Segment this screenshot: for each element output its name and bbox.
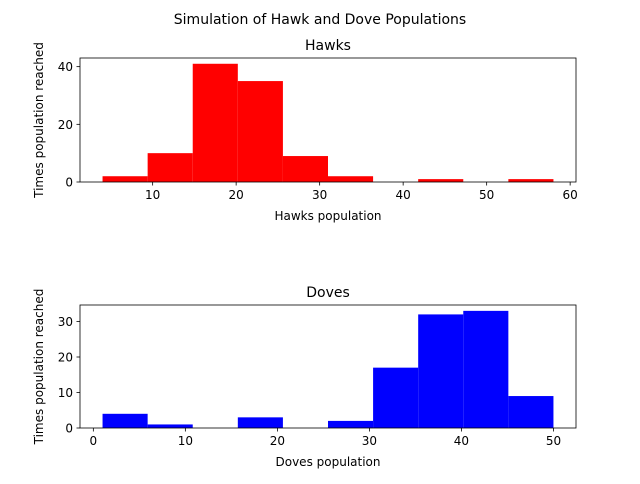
hawks-ytick-label-20: 20: [58, 118, 73, 132]
figure-suptitle: Simulation of Hawk and Dove Populations: [174, 12, 466, 28]
doves-bar-8: [418, 314, 464, 428]
hawks-xtick-label-30: 30: [312, 188, 327, 202]
doves-xtick-label-10: 10: [178, 434, 193, 448]
doves-bar-4: [237, 417, 283, 428]
doves-bar-6: [328, 420, 374, 428]
doves-ytick-label-20: 20: [58, 351, 73, 365]
hawks-bar-5: [282, 156, 328, 182]
doves-ylabel: Times population reached: [32, 289, 46, 446]
doves-panel: 0 10 20 30 40 50 0 10 20 30 Doves Doves population T…: [32, 285, 577, 469]
hawks-xtick-label-60: 60: [563, 188, 578, 202]
doves-title: Doves: [306, 285, 350, 301]
hawks-bar-6: [328, 176, 374, 182]
hawks-xtick-label-40: 40: [396, 188, 411, 202]
doves-axes-frame: [79, 304, 577, 429]
hawks-bar-8: [418, 179, 464, 182]
hawks-ytick-label-40: 40: [58, 60, 73, 74]
doves-xlabel: Doves population: [276, 455, 381, 469]
hawks-bar-4: [237, 81, 283, 182]
hawks-xlabel: Hawks population: [274, 209, 381, 223]
doves-bar-2: [147, 424, 193, 428]
doves-xtick-label-30: 30: [362, 434, 377, 448]
doves-xtick-label-20: 20: [270, 434, 285, 448]
doves-xtick-label-0: 0: [90, 434, 98, 448]
hawks-xtick-label-20: 20: [229, 188, 244, 202]
hawks-ylabel: Times population reached: [32, 42, 46, 199]
doves-bar-10: [508, 396, 554, 428]
hawks-bar-1: [102, 176, 148, 182]
doves-ytick-label-10: 10: [58, 386, 73, 400]
hawks-bar-2: [147, 153, 193, 182]
doves-bar-7: [373, 367, 419, 428]
hawks-bar-3: [192, 63, 238, 182]
hawks-title: Hawks: [305, 38, 351, 54]
hawks-panel: 10 20 30 40 50 60 0 20 40 Hawks Hawks population Ti…: [32, 38, 578, 223]
hawks-xtick-label-10: 10: [145, 188, 160, 202]
hawks-xtick-label-50: 50: [479, 188, 494, 202]
doves-ytick-label-0: 0: [65, 422, 73, 436]
doves-ytick-label-30: 30: [58, 315, 73, 329]
hawks-axes-frame: [79, 57, 577, 183]
hawks-ytick-label-0: 0: [65, 176, 73, 190]
doves-bar-1: [102, 413, 148, 428]
hawks-bar-10: [508, 179, 554, 182]
doves-bar-9: [463, 310, 509, 428]
doves-xtick-label-50: 50: [546, 434, 561, 448]
doves-xtick-label-40: 40: [454, 434, 469, 448]
